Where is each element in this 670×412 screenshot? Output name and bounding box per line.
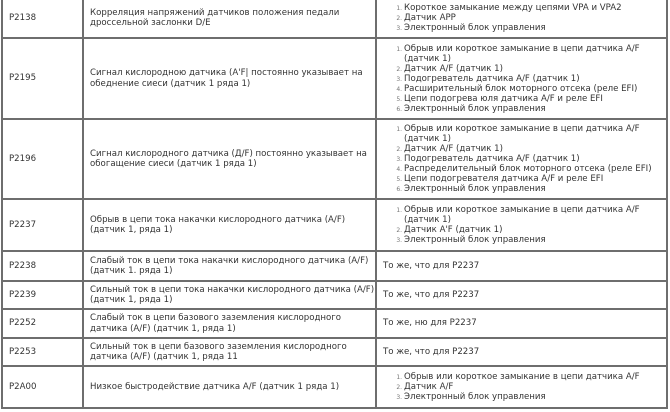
dtc-causes: Обрыв или короткое замыкание в цепи датч… <box>375 37 668 120</box>
table-row: P2237 Обрыв в цепи тока накачки кислородн… <box>1 198 668 252</box>
dtc-description: Слабый ток в цепи базового заземления ки… <box>82 308 377 339</box>
dtc-code: P2237 <box>1 198 84 252</box>
dtc-causes: Обрыв или короткое замыкание в цепи датч… <box>375 365 668 409</box>
causes-list: Обрыв или короткое замыкание в цепи датч… <box>383 124 666 194</box>
dtc-description: Низкое быстродействие датчика A/F (датчи… <box>82 365 377 409</box>
dtc-description: Корреляция напряжений датчиков положения… <box>82 0 377 39</box>
dtc-code: P2253 <box>1 337 84 367</box>
cause-item: Распределительный блок моторного отсека … <box>404 164 666 174</box>
dtc-causes: Обрыв или короткое замыкание в цепи датч… <box>375 198 668 252</box>
cause-item: Датчик A'F (датчик 1) <box>404 225 666 235</box>
dtc-code: P2238 <box>1 250 84 282</box>
dtc-causes: Обрыв или короткое замыкание в цепи датч… <box>375 118 668 200</box>
dtc-causes: То же, что для P2237 <box>375 250 668 282</box>
causes-list: Обрыв или короткое замыкание в цепи датч… <box>383 372 666 402</box>
cause-item: Цепи подогревателя датчика A/F и реле EF… <box>404 174 666 184</box>
cause-item: Электронный блок управления <box>404 235 666 245</box>
cause-item: Обрыв или короткое замыкание в цепи датч… <box>404 205 666 225</box>
dtc-description: Сигнал кислородного датчика (Д/F) постоя… <box>82 118 377 200</box>
cause-item: Подогреватель датчика A/F (датчик 1) <box>404 154 666 164</box>
dtc-description: Сигнал кислородною датчика (A'F| постоян… <box>82 37 377 120</box>
dtc-causes: То же, что для P2237 <box>375 280 668 310</box>
cause-item: Электронный блок управления <box>404 392 666 402</box>
cause-item: Электронный блок управления <box>404 104 666 114</box>
table-row: P2138 Корреляция напряжений датчиков поло… <box>1 0 668 39</box>
dtc-code: P2195 <box>1 37 84 120</box>
cause-item: Датчик APP <box>404 13 666 23</box>
cause-item: Электронный блок управления <box>404 23 666 33</box>
causes-list: Обрыв или короткое замыкание в цепи датч… <box>383 44 666 114</box>
table-row: P2239 Сильный ток в цепи тока накачки кис… <box>1 280 668 310</box>
dtc-description: Сильный ток в цепи тока накачки кислород… <box>82 280 377 310</box>
dtc-code: P2138 <box>1 0 84 39</box>
cause-item: Электронный блок управления <box>404 184 666 194</box>
cause-item: Датчик A/F (датчик 1) <box>404 64 666 74</box>
dtc-causes: То же, ню для P2237 <box>375 308 668 339</box>
table-row: P2195 Сигнал кислородною датчика (A'F| по… <box>1 37 668 120</box>
cause-item: Датчик A/F <box>404 382 666 392</box>
dtc-code: P2252 <box>1 308 84 339</box>
table-row: P2A00 Низкое быстродействие датчика A/F (… <box>1 365 668 409</box>
dtc-code: P2A00 <box>1 365 84 409</box>
table-row: P2253 Сильный ток в цепи базового заземле… <box>1 337 668 367</box>
dtc-causes: То же, что для P2237 <box>375 337 668 367</box>
cause-item: Обрыв или короткое замыкание в цепи датч… <box>404 124 666 144</box>
cause-item: Короткое замыкание между цепями VPA и VP… <box>404 3 666 13</box>
cause-item: Расширительный блок моторного отсека (ре… <box>404 84 666 94</box>
dtc-code: P2239 <box>1 280 84 310</box>
table-row: P2252 Слабый ток в цепи базового заземлен… <box>1 308 668 339</box>
cause-item: Цепи подогрева юля датчика A/F и реле EF… <box>404 94 666 104</box>
dtc-code: P2196 <box>1 118 84 200</box>
table-row: P2196 Сигнал кислородного датчика (Д/F) п… <box>1 118 668 200</box>
cause-item: Датчик A/F (датчик 1) <box>404 144 666 154</box>
cause-item: Обрыв или короткое замыкание в цепи датч… <box>404 372 666 382</box>
causes-list: Обрыв или короткое замыкание в цепи датч… <box>383 205 666 245</box>
causes-list: Короткое замыкание между цепями VPA и VP… <box>383 3 666 33</box>
dtc-description: Сильный ток в цепи базового заземления к… <box>82 337 377 367</box>
table-row: P2238 Слабый ток в цепи тока накачки кисл… <box>1 250 668 282</box>
dtc-description: Обрыв в цепи тока накачки кислородного д… <box>82 198 377 252</box>
cause-item: Подогреватель датчика A/F (датчик 1) <box>404 74 666 84</box>
dtc-causes: Короткое замыкание между цепями VPA и VP… <box>375 0 668 39</box>
cause-item: Обрыв или короткое замыкание в цепи датч… <box>404 44 666 64</box>
dtc-description: Слабый ток в цепи тока накачки кислородн… <box>82 250 377 282</box>
